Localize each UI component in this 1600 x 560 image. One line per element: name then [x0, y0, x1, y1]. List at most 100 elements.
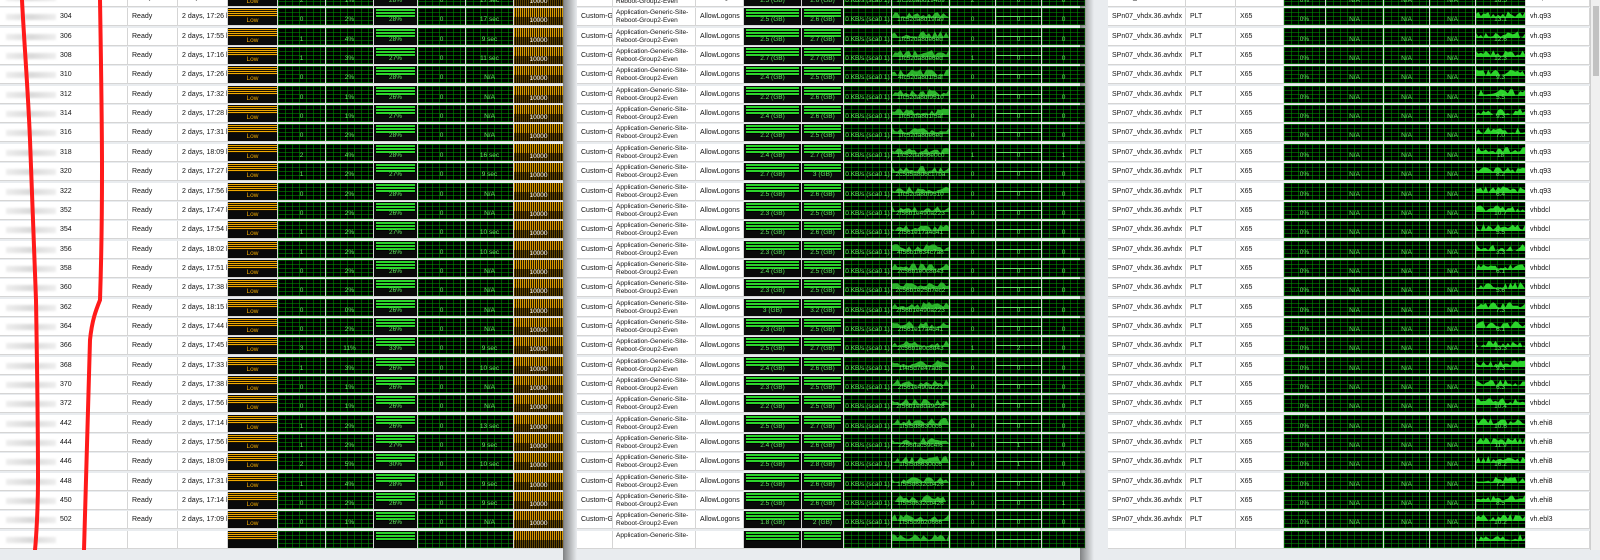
perf-2-graph-value: N/A	[1349, 500, 1360, 508]
machine-name-cell: 312	[0, 85, 128, 104]
load-cell: Low	[228, 124, 278, 143]
session-limit-value: 10000	[514, 501, 563, 510]
counter-2-line	[996, 171, 1041, 173]
host-cell: vh.q93	[1526, 0, 1590, 7]
memory-total-graph-value: 2.6 (GB)	[810, 364, 835, 372]
counter-3-graph: 0	[1042, 259, 1086, 278]
reboot-group-line2: Reboot-Group2-Even	[616, 423, 678, 431]
disk-graph-value: 0	[439, 500, 444, 508]
uptime-cell: 2 days, 17:14 h...	[178, 492, 228, 511]
load-bar	[228, 222, 277, 231]
perf-2-graph-value: N/A	[1349, 229, 1360, 237]
memory-graph-bars	[376, 454, 415, 464]
counter-3-graph: 1	[1042, 492, 1086, 511]
perf-5-graph: 18	[1476, 143, 1526, 162]
latency-graph-value: 9 sec	[481, 171, 498, 179]
build-cell: X65	[1236, 182, 1284, 201]
disk-graph-value: 0	[439, 55, 444, 63]
host-cell: vh.q93	[1526, 8, 1590, 27]
load-label	[228, 540, 277, 548]
latency-graph-value: 9 sec	[481, 345, 498, 353]
load-label: Low	[246, 520, 259, 528]
machine-id: 442	[60, 419, 72, 427]
vhdx-cell: SPn07_vhdx.36.avhdx	[1108, 221, 1186, 240]
guid-graph: 4f56b1f634c7a8	[892, 240, 950, 259]
vhdx-cell: SPn07_vhdx.36.avhdx	[1108, 414, 1186, 433]
memory-used-graph-bars	[746, 338, 799, 348]
memory-used-graph-value: 2.3 (GB)	[760, 287, 785, 295]
counter-1-graph: 0	[950, 182, 996, 201]
counter-3-graph-value: 0	[1061, 132, 1066, 140]
memory-graph-value: 28%	[388, 16, 402, 24]
memory-used-graph: 2.4 (GB)	[744, 66, 802, 85]
machine-name-cell: 368	[0, 356, 128, 375]
latency-graph: 17 sec	[466, 8, 514, 27]
sparkline-icon	[1476, 495, 1525, 503]
memory-used-graph-bars	[746, 318, 799, 328]
sessions-graph-value: 0	[299, 209, 304, 217]
reboot-group-cell: Application-Generic-Site-Reboot-Group2-E…	[613, 105, 696, 124]
counter-1-graph-value: 0	[970, 519, 975, 527]
plt-cell: PLT	[1186, 8, 1236, 27]
sessions-graph: 0	[278, 8, 326, 27]
sparkline-icon	[892, 108, 949, 116]
logon-mode-cell: AllowLogons	[696, 298, 744, 317]
host-cell: vh.q93	[1526, 105, 1590, 124]
guid-graph: 1f5f5d9b20666	[892, 511, 950, 530]
perf-2-graph-value: N/A	[1349, 93, 1360, 101]
perf-3-graph-value: N/A	[1401, 35, 1412, 43]
disk-graph: 0	[418, 182, 466, 201]
io-graph-value: 0 KB/s (sca0 1)	[845, 287, 890, 295]
vhdx-cell: SPn07_vhdx.36.avhdx	[1108, 47, 1186, 66]
io-graph-value: 0 KB/s (sca0 1)	[845, 55, 890, 63]
memory-total-graph-value: 2.5 (GB)	[810, 384, 835, 391]
perf-1-graph: 0%	[1284, 298, 1326, 317]
perf-1-graph-value: 0%	[1299, 209, 1310, 217]
perf-2-graph-value: N/A	[1349, 55, 1360, 63]
memory-graph-value: 26%	[388, 403, 402, 411]
load-cell: Low	[228, 47, 278, 66]
memory-total-graph: 2.5 (GB)	[802, 376, 844, 394]
io-graph: 0 KB/s (sca0 1)	[844, 143, 892, 162]
memory-used-graph-bars	[746, 377, 799, 386]
scrollbar-thumb[interactable]	[1593, 6, 1599, 76]
sparkline-icon	[1476, 89, 1525, 96]
memory-total-graph-value: 2.6 (GB)	[810, 442, 835, 450]
cpu-graph-value: 2%	[344, 248, 355, 256]
latency-graph-value: N/A	[484, 132, 495, 140]
counter-3-graph: 0	[1042, 201, 1086, 220]
template-cell: Custom-G...	[577, 240, 613, 259]
perf-4-graph: N/A	[1430, 472, 1476, 491]
vertical-scrollbar[interactable]	[1590, 0, 1600, 550]
table-row[interactable]: Application-Generic-Site-	[0, 530, 1590, 550]
memory-total-graph-value: 2.7 (GB)	[810, 345, 835, 353]
